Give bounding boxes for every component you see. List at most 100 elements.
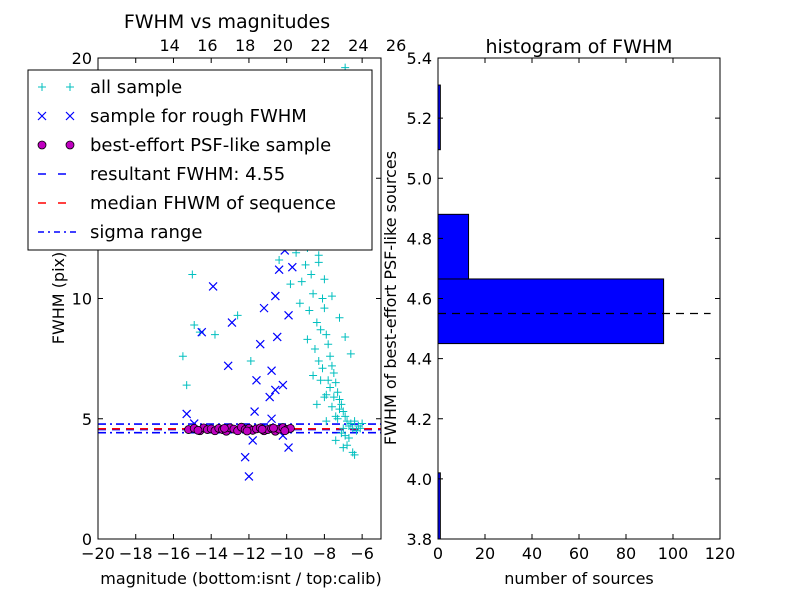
scatter-plus-point [312,318,321,327]
scatter-circle-point [37,140,47,150]
histogram-y-tick-label: 4.6 [407,290,432,309]
scatter-circle-point [242,426,252,436]
scatter-x-point [287,262,297,272]
scatter-top-axis-ticks: 14 16 18 20 22 24 26 [160,36,407,55]
histogram-y-tick-label: 4.8 [407,229,432,248]
scatter-circle-point [65,140,75,150]
scatter-x-axis-label: magnitude (bottom:isnt / top:calib) [100,569,381,588]
scatter-plus-point [329,369,338,378]
histogram-x-axis-label: number of sources [504,569,654,588]
histogram-y-tick-label: 3.8 [407,530,432,549]
scatter-top-tick-label: 16 [197,36,217,55]
scatter-plus-point [333,388,342,397]
legend-item: sigma range [38,222,202,243]
scatter-plus-point [335,313,344,322]
scatter-plus-point [188,270,197,279]
scatter-plus-point [327,402,336,411]
scatter-x-point [265,392,275,402]
histogram-x-tick-label: 100 [658,544,689,563]
scatter-x-point [37,111,47,121]
scatter-plus-point [320,304,329,313]
scatter-x-point [240,452,250,462]
histogram-y-tick-label: 4.0 [407,470,432,489]
legend-label: sample for rough FWHM [90,106,307,127]
histogram-y-tick-label: 4.4 [407,350,432,369]
histogram-y-tick-label: 4.2 [407,410,432,429]
scatter-x-point [208,282,218,291]
scatter-plus-point [327,361,336,370]
scatter-plus-point [322,330,331,339]
scatter-plus-point [339,443,348,452]
scatter-x-tick-label: −6 [350,544,374,563]
scatter-circle-point [220,423,229,433]
legend-item: median FHWM of sequence [38,193,336,214]
histogram-x-tick-label: 60 [569,544,589,563]
histogram-x-tick-label: 120 [705,544,736,563]
scatter-x-tick-label: −10 [270,544,304,563]
scatter-plus-point [305,306,314,315]
scatter-plus-point [318,364,327,373]
legend-label: resultant FWHM: 4.55 [90,164,285,185]
histogram-bar [437,213,470,280]
scatter-plus-point [314,251,323,260]
scatter-x-tick-label: −16 [157,544,191,563]
scatter-plus-point [314,258,323,267]
legend-item: best-effort PSF-like sample [37,135,331,156]
scatter-x-point [278,380,288,390]
scatter-plus-point [327,292,336,301]
scatter-plus-point [324,340,333,349]
histogram-y-axis-label: FWHM of best-effort PSF-like sources [381,151,400,445]
scatter-plus-point [358,419,367,428]
scatter-x-point [65,111,75,121]
histogram-axis-ticks: 0 20 40 60 80 100 120 3.8 4.0 4.2 4.4 4.6 4.8 5.0 5.2 5… [407,49,736,563]
scatter-x-point [270,385,280,395]
scatter-plus-point [356,424,365,433]
scatter-x-point [272,332,282,342]
scatter-plus-point [301,260,310,269]
legend-item: sample for rough FWHM [37,106,307,127]
scatter-circle-point [269,423,278,433]
scatter-plus-point [38,83,46,91]
scatter-top-tick-label: 26 [386,36,406,55]
scatter-plus-point [233,311,242,320]
legend-label: sigma range [90,222,202,243]
scatter-plus-point [346,349,355,358]
scatter-x-tick-label: −18 [119,544,153,563]
histogram-bars [437,84,665,540]
scatter-x-tick-label: −14 [194,544,228,563]
legend-box [27,69,373,251]
scatter-top-tick-label: 22 [310,36,330,55]
scatter-circle-point [280,426,290,436]
scatter-x-point [259,303,269,313]
scatter-plus-point [316,325,325,334]
scatter-plus-point [312,400,321,409]
scatter-top-tick-label: 14 [160,36,180,55]
histogram-y-tick-label: 5.2 [407,109,432,128]
scatter-plus-point [318,294,327,303]
histogram-title: histogram of FWHM [485,36,672,58]
scatter-x-point [182,409,192,419]
scatter-plus-point [331,436,340,445]
scatter-plus-point [178,352,187,361]
scatter-plus-point [335,405,344,414]
legend-label: best-effort PSF-like sample [90,135,331,156]
scatter-plus-point [331,378,340,387]
legend-label: median FHWM of sequence [90,193,336,214]
scatter-plus-point [350,450,359,459]
scatter-x-point [284,310,293,320]
scatter-x-point [284,443,293,453]
scatter-plus-point [322,417,331,426]
scatter-title: FWHM vs magnitudes [124,11,330,33]
scatter-plus-point [326,352,335,361]
scatter-x-tick-label: −20 [81,544,115,563]
scatter-plus-point [309,371,318,380]
scatter-x-point [255,339,265,349]
scatter-plus-point [309,289,318,298]
histogram-x-tick-label: 80 [616,544,636,563]
scatter-plus-point [329,393,338,402]
scatter-plus-point [324,376,333,385]
histogram-y-tick-label: 5.0 [407,169,432,188]
scatter-panel: FWHM vs magnitudes 14 16 18 20 22 24 26 −20 −18… [27,11,407,588]
scatter-y-axis-label: FWHM (pix) [49,252,68,345]
scatter-plus-point [333,414,342,423]
